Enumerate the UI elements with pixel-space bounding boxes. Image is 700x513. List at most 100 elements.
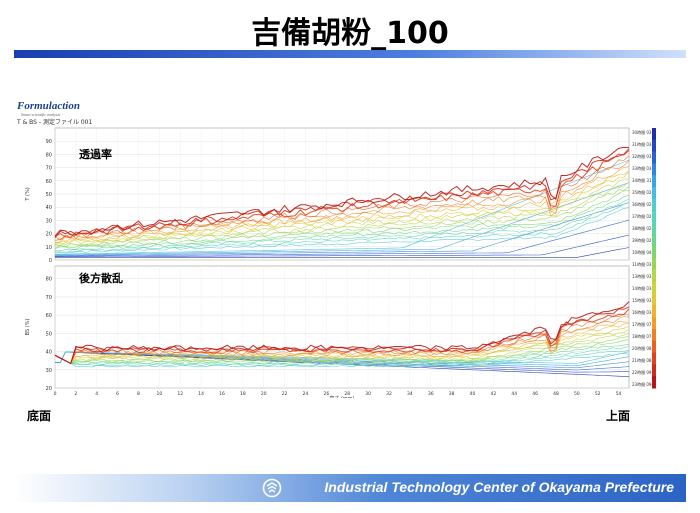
t-panel-title: 透過率	[79, 147, 112, 161]
bs-series-line	[54, 352, 630, 368]
x-tick-label: 4	[95, 391, 98, 397]
legend-color-swatch	[652, 128, 656, 141]
bs-panel-title: 後方散乱	[79, 271, 123, 285]
bs-series-line	[54, 351, 630, 373]
legend-label: 34時間 31分 15秒	[632, 177, 657, 183]
legend-label: 39時間 02分 45秒	[632, 237, 657, 243]
t-y-tick-label: 90	[46, 139, 52, 145]
legend-color-swatch	[652, 198, 656, 212]
t-series-line	[54, 190, 630, 250]
t-series-line	[54, 150, 630, 238]
legend-color-swatch	[652, 317, 656, 330]
x-tick-label: 18	[240, 391, 246, 397]
bs-y-axis-label: BS (%)	[25, 319, 31, 336]
bs-series-line	[54, 316, 630, 364]
bs-series-line	[54, 323, 630, 364]
logo-tagline: Smart scientific analysis	[21, 112, 61, 117]
t-y-tick-label: 50	[46, 192, 52, 198]
file-label: T & BS - 測定ファイル 001	[17, 119, 93, 126]
x-tick-label: 22	[282, 391, 288, 397]
logo-text: Formulaction	[17, 100, 80, 112]
x-tick-label: 26	[323, 391, 329, 397]
legend-color-swatch	[652, 376, 656, 389]
x-tick-label: 38	[449, 391, 455, 397]
t-series-line	[54, 178, 630, 245]
t-y-tick-label: 0	[49, 258, 52, 264]
legend-label: 10時間 04分 10秒	[632, 249, 657, 255]
x-tick-label: 42	[490, 391, 496, 397]
bs-series-line	[54, 346, 630, 366]
formulaction-logo: Formulaction Smart scientific analysis	[17, 100, 80, 117]
x-tick-label: 46	[532, 391, 538, 397]
t-series-line	[54, 170, 630, 245]
x-tick-label: 50	[574, 391, 580, 397]
x-tick-label: 32	[386, 391, 392, 397]
x-tick-label: 48	[553, 391, 559, 397]
x-tick-label: 24	[303, 391, 309, 397]
footer-org-name: Industrial Technology Center of Okayama …	[324, 479, 674, 495]
t-y-tick-label: 80	[46, 152, 52, 158]
legend-color-swatch	[652, 328, 656, 342]
bottom-surface-label: 底面	[27, 409, 52, 423]
x-tick-label: 8	[137, 391, 140, 397]
t-y-tick-label: 10	[46, 245, 52, 251]
legend-color-swatch	[652, 364, 656, 377]
legend-label: 13時間 03分 25秒	[632, 273, 657, 279]
legend-color-swatch	[652, 281, 656, 294]
slide-title: 吉備胡粉_100	[251, 16, 449, 51]
legend-color-swatch	[652, 352, 656, 365]
legend-label: 37時間 02分 55秒	[632, 213, 657, 219]
legend-color-swatch	[652, 187, 656, 200]
bs-series-line	[54, 314, 630, 364]
x-tick-label: 44	[511, 391, 517, 397]
legend-color-swatch	[652, 175, 656, 188]
t-series-line	[55, 219, 630, 257]
t-series-line	[54, 195, 630, 250]
t-series-line	[55, 182, 630, 256]
t-y-axis-label: T (%)	[25, 187, 31, 201]
legend-color-swatch	[652, 246, 656, 259]
legend-label: 23時間 09分 35秒	[632, 381, 657, 387]
bs-y-tick-label: 40	[46, 350, 52, 356]
t-series-line	[54, 202, 630, 256]
x-tick-label: 30	[365, 391, 371, 397]
t-y-tick-label: 60	[46, 179, 52, 185]
x-axis-label: 高さ (mm)	[329, 395, 354, 398]
t-series-line	[55, 247, 630, 258]
t-y-tick-label: 30	[46, 218, 52, 224]
x-tick-label: 14	[198, 391, 204, 397]
t-series-line	[54, 148, 630, 239]
t-y-tick-label: 70	[46, 166, 52, 172]
legend-color-swatch	[652, 234, 656, 247]
legend-label: 33時間 03分 50秒	[632, 165, 657, 171]
legend-color-swatch	[652, 293, 656, 306]
t-series-line	[54, 146, 630, 237]
bs-y-tick-label: 30	[46, 368, 52, 374]
legend-label: 35時間 02分 05秒	[632, 189, 657, 195]
bs-y-tick-label: 20	[46, 386, 52, 392]
bs-series-line	[54, 326, 630, 364]
t-y-tick-label: 20	[46, 232, 52, 238]
legend-label: 14時間 03分 50秒	[632, 285, 657, 291]
x-tick-label: 54	[616, 391, 622, 397]
legend-label: 15時間 03分 15秒	[632, 297, 657, 303]
legend-label: 17時間 07分 05秒	[632, 321, 657, 327]
legend-label: 38時間 02分 20秒	[632, 225, 657, 231]
x-tick-label: 0	[54, 391, 57, 397]
x-tick-label: 52	[595, 391, 601, 397]
footer-bar: Industrial Technology Center of Okayama …	[14, 474, 686, 502]
x-tick-label: 10	[156, 391, 162, 397]
legend-label: 16時間 03分 40秒	[632, 309, 657, 315]
bs-series-line	[54, 335, 630, 364]
legend-color-swatch	[652, 163, 656, 176]
okayama-emblem-icon	[262, 478, 282, 498]
legend-color-swatch	[652, 210, 656, 224]
t-series-line	[54, 207, 630, 254]
bs-series-line	[54, 349, 630, 367]
legend-label: 21時間 08分 45秒	[632, 357, 657, 363]
legend-label: 20時間 08分 20秒	[632, 345, 657, 351]
legend-label: 22時間 09分 10秒	[632, 369, 657, 375]
legend-color-swatch	[652, 151, 656, 164]
legend-label: 11時間 03分 60秒	[632, 261, 657, 267]
